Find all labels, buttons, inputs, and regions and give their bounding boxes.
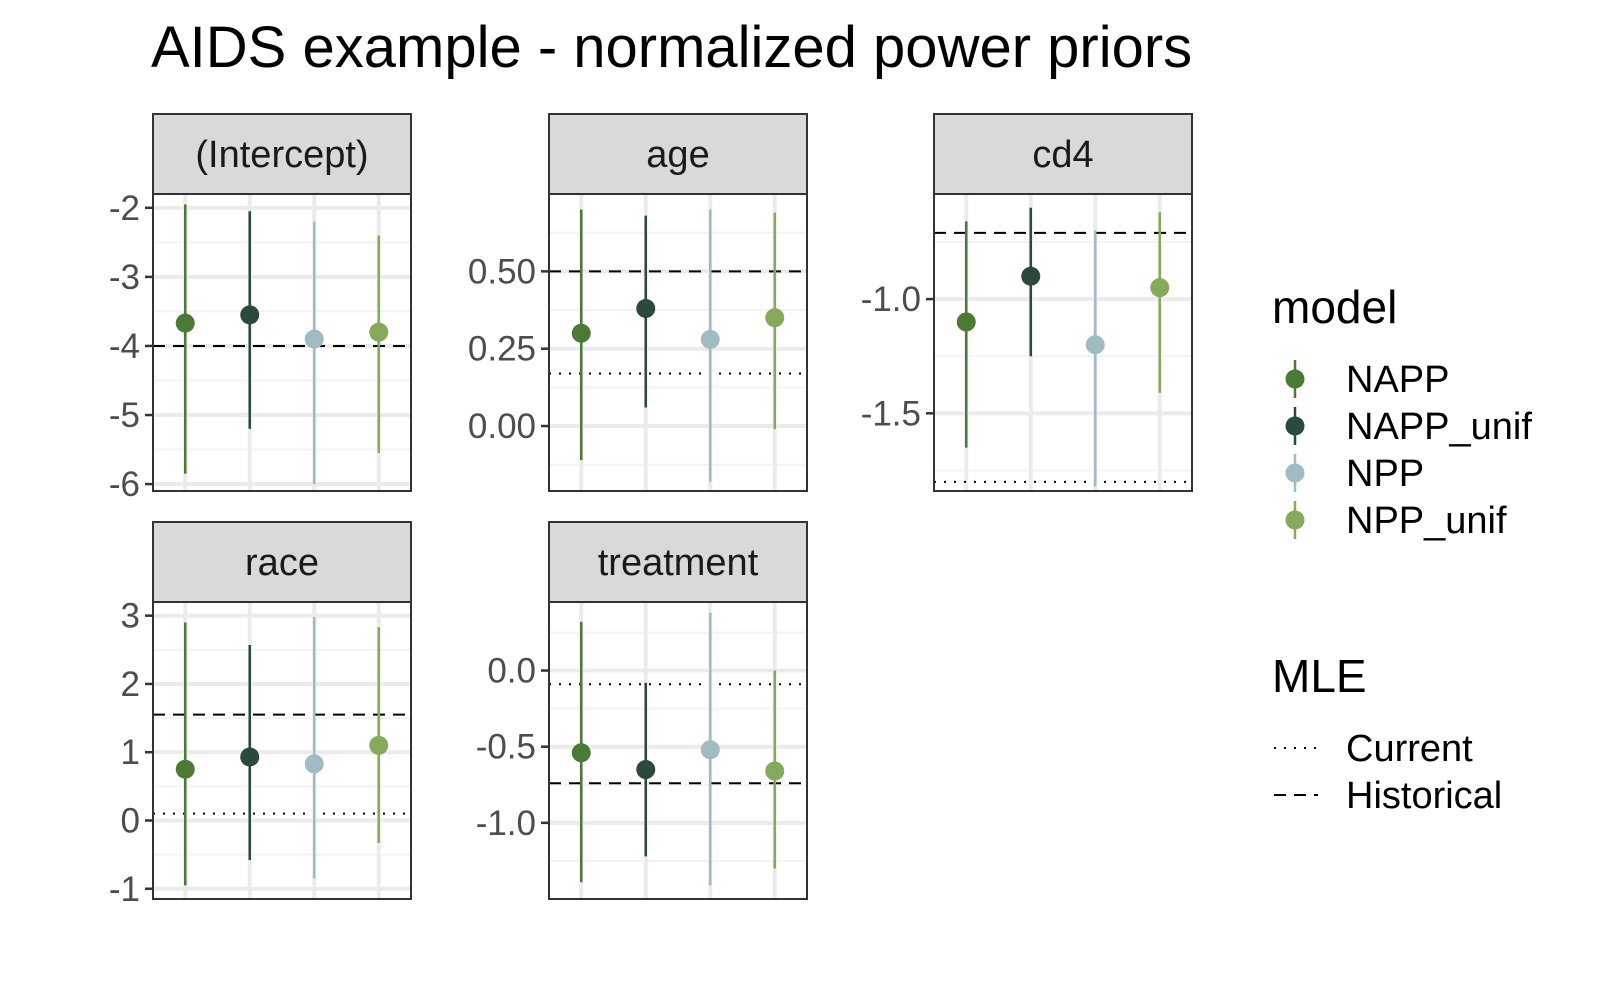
y-tick-label: 2 xyxy=(121,665,140,704)
strip-background xyxy=(933,113,1193,195)
legend-mle-title: MLE xyxy=(1272,650,1367,702)
legend-label: NAPP_unif xyxy=(1346,406,1532,448)
legend-label: NAPP xyxy=(1346,359,1449,401)
panel-background xyxy=(549,602,807,899)
panel-treatment: 0.0 -0.5 -1.0 treatment xyxy=(476,521,808,900)
y-tick-label: 3 xyxy=(121,597,140,636)
point-napp-unif xyxy=(240,747,260,767)
legend-label: NPP_unif xyxy=(1346,500,1507,542)
point-npp xyxy=(304,754,324,774)
y-tick-label: 1 xyxy=(121,733,140,772)
legend: model NAPP NAPP_unif NPP NPP_unif MLE Current H… xyxy=(1272,281,1532,817)
strip-background xyxy=(152,521,412,603)
point-napp-unif xyxy=(1021,266,1041,286)
panel-intercept: -2 -3 -4 -5 -6 (Intercept) xyxy=(109,113,412,504)
legend-item-npp-unif: NPP_unif xyxy=(1285,500,1507,542)
legend-item-current: Current xyxy=(1274,728,1473,770)
legend-label: NPP xyxy=(1346,453,1424,495)
point-npp xyxy=(1085,335,1105,355)
strip-background xyxy=(548,113,808,195)
legend-key-point xyxy=(1285,369,1305,389)
point-napp-unif xyxy=(636,298,656,318)
point-npp-unif xyxy=(369,735,389,755)
y-tick-label: -2 xyxy=(109,189,140,228)
y-tick-label: 0.00 xyxy=(468,407,536,446)
legend-key-point xyxy=(1285,416,1305,436)
legend-model-title: model xyxy=(1272,281,1397,333)
panel-background xyxy=(549,194,807,491)
point-napp xyxy=(175,759,195,779)
y-tick-label: -1.5 xyxy=(861,394,921,433)
strip-label: (Intercept) xyxy=(195,134,368,176)
point-npp-unif xyxy=(765,308,785,328)
point-npp-unif xyxy=(765,761,785,781)
y-tick-label: -1.0 xyxy=(476,804,536,843)
legend-item-napp-unif: NAPP_unif xyxy=(1285,406,1532,448)
point-napp xyxy=(956,312,976,332)
strip-background xyxy=(152,113,412,195)
point-napp-unif xyxy=(636,760,656,780)
strip-label: age xyxy=(646,134,709,176)
point-npp xyxy=(304,329,324,349)
panel-plot-area xyxy=(153,617,411,886)
panel-age: 0.50 0.25 0.00 age xyxy=(468,113,808,492)
y-tick-label: -1 xyxy=(109,870,140,909)
strip-background xyxy=(548,521,808,603)
legend-label: Historical xyxy=(1346,775,1502,817)
point-napp-unif xyxy=(240,305,260,325)
legend-label: Current xyxy=(1346,728,1473,770)
point-napp xyxy=(175,313,195,333)
y-tick-label: -4 xyxy=(109,327,140,366)
point-npp xyxy=(700,740,720,760)
panel-background xyxy=(934,194,1192,491)
point-napp xyxy=(571,323,591,343)
panel-plot-area xyxy=(934,207,1192,487)
point-npp-unif xyxy=(369,322,389,342)
strip-label: race xyxy=(245,542,319,584)
legend-item-npp: NPP xyxy=(1285,453,1424,495)
strip-label: treatment xyxy=(598,542,759,584)
point-npp xyxy=(700,329,720,349)
legend-key-point xyxy=(1285,510,1305,530)
y-tick-label: 0 xyxy=(121,801,140,840)
legend-item-historical: Historical xyxy=(1274,775,1502,817)
panels-layer: -2-3-4-5-6(Intercept)0.500.250.00age-1.0… xyxy=(109,113,1193,909)
panel-plot-area xyxy=(549,612,807,886)
y-tick-label: -0.5 xyxy=(476,728,536,767)
panel-cd4: -1.0 -1.5 cd4 xyxy=(861,113,1193,492)
y-tick-label: -5 xyxy=(109,396,140,435)
legend-item-napp: NAPP xyxy=(1285,359,1449,401)
legend-key-point xyxy=(1285,463,1305,483)
panel-plot-area xyxy=(153,204,411,485)
panel-background xyxy=(153,194,411,491)
panel-race: 3 2 1 0 -1 race xyxy=(109,521,412,909)
y-tick-label: -6 xyxy=(109,465,140,504)
y-tick-label: 0.0 xyxy=(487,652,536,691)
y-tick-label: -3 xyxy=(109,258,140,297)
point-npp-unif xyxy=(1150,278,1170,298)
point-napp xyxy=(571,743,591,763)
strip-label: cd4 xyxy=(1032,134,1093,176)
panel-plot-area xyxy=(549,209,807,482)
y-tick-label: 0.50 xyxy=(468,252,536,291)
chart-title: AIDS example - normalized power priors xyxy=(151,15,1193,80)
y-tick-label: -1.0 xyxy=(861,280,921,319)
y-tick-label: 0.25 xyxy=(468,330,536,369)
